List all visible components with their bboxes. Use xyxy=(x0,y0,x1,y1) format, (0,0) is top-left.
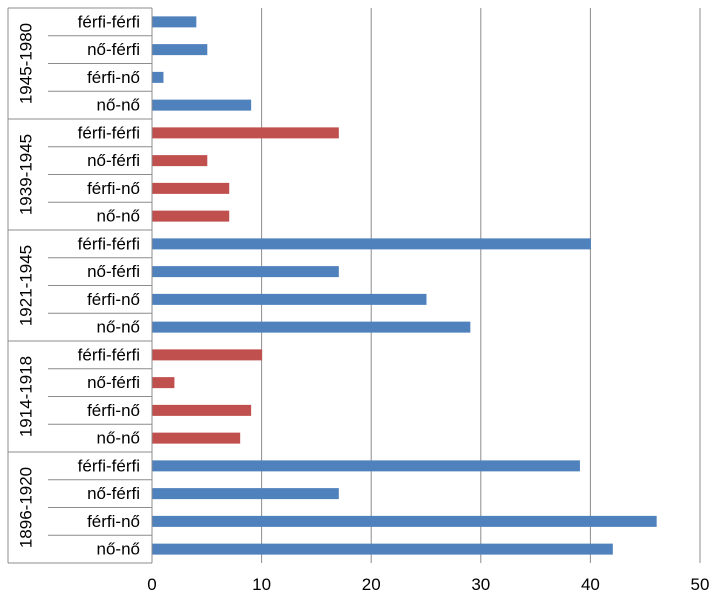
category-label: férfi-nő xyxy=(87,401,140,420)
category-label: nő-férfi xyxy=(87,373,140,392)
category-label: nő-férfi xyxy=(87,40,140,59)
x-tick-label: 0 xyxy=(147,575,156,594)
bar xyxy=(152,377,175,389)
category-label: nő-nő xyxy=(97,96,140,115)
x-tick-label: 50 xyxy=(691,575,710,594)
bar xyxy=(152,16,197,28)
bar xyxy=(152,266,339,278)
bar xyxy=(152,99,252,111)
x-tick-label: 20 xyxy=(362,575,381,594)
category-labels: 1945-1980 férfi-férfi nő-férfi férfi-nő nő-n… xyxy=(17,12,141,558)
bar xyxy=(152,404,252,416)
category-label: nő-férfi xyxy=(87,151,140,170)
bar xyxy=(152,460,580,472)
x-axis-ticks: 0 10 20 30 40 50 xyxy=(147,575,709,594)
category-label: nő-férfi xyxy=(87,484,140,503)
x-tick-label: 30 xyxy=(471,575,490,594)
category-label: férfi-férfi xyxy=(78,123,140,142)
bar xyxy=(152,488,339,500)
bar xyxy=(152,515,657,527)
category-label: nő-nő xyxy=(97,318,140,337)
x-tick-label: 40 xyxy=(581,575,600,594)
group-label: 1939-1945 xyxy=(17,134,36,215)
gridlines xyxy=(261,8,701,563)
category-label: nő-nő xyxy=(97,207,140,226)
category-label: férfi-nő xyxy=(87,290,140,309)
bar xyxy=(152,155,208,167)
group-label: 1896-1920 xyxy=(17,467,36,548)
group-label: 1914-1918 xyxy=(17,356,36,437)
category-label: férfi-férfi xyxy=(78,12,140,31)
bar xyxy=(152,293,427,305)
category-label: nő-nő xyxy=(97,429,140,448)
bars xyxy=(152,16,657,555)
group-label: 1921-1945 xyxy=(17,245,36,326)
bar xyxy=(152,432,241,444)
bar xyxy=(152,182,230,194)
category-label: férfi-nő xyxy=(87,179,140,198)
bar xyxy=(152,127,339,139)
category-label: férfi-férfi xyxy=(78,345,140,364)
category-label: férfi-férfi xyxy=(78,456,140,475)
category-label: nő-nő xyxy=(97,540,140,559)
bar xyxy=(152,349,263,361)
category-label: férfi-nő xyxy=(87,512,140,531)
group-label: 1945-1980 xyxy=(17,23,36,104)
bar xyxy=(152,321,471,333)
bar xyxy=(152,543,613,555)
category-label: nő-férfi xyxy=(87,262,140,281)
bar xyxy=(152,238,591,250)
bar xyxy=(152,44,208,56)
category-label: férfi-nő xyxy=(87,68,140,87)
category-label: férfi-férfi xyxy=(78,234,140,253)
x-tick-label: 10 xyxy=(252,575,271,594)
category-axis xyxy=(7,7,153,564)
bar xyxy=(152,210,230,222)
bar xyxy=(152,71,164,83)
